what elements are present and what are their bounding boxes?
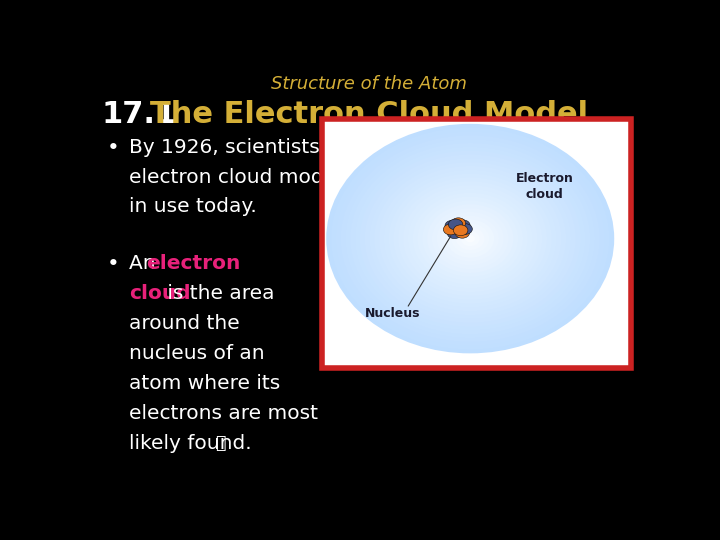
Ellipse shape <box>379 166 562 311</box>
Ellipse shape <box>364 154 576 323</box>
Circle shape <box>456 220 470 231</box>
Circle shape <box>444 224 458 235</box>
Ellipse shape <box>441 215 499 261</box>
Ellipse shape <box>403 185 537 292</box>
Ellipse shape <box>326 124 614 353</box>
Ellipse shape <box>384 170 557 307</box>
Text: •: • <box>107 138 120 158</box>
Circle shape <box>449 219 463 230</box>
Ellipse shape <box>413 193 528 285</box>
Text: electron cloud model of the atom that is: electron cloud model of the atom that is <box>129 167 536 186</box>
Ellipse shape <box>374 162 566 315</box>
Ellipse shape <box>346 139 595 338</box>
Text: Structure of the Atom: Structure of the Atom <box>271 75 467 93</box>
Ellipse shape <box>432 208 508 269</box>
Circle shape <box>458 224 472 234</box>
Ellipse shape <box>427 204 513 273</box>
Ellipse shape <box>360 151 580 327</box>
Text: cloud: cloud <box>129 284 191 303</box>
Ellipse shape <box>355 147 585 330</box>
Ellipse shape <box>369 158 571 319</box>
Circle shape <box>447 228 462 239</box>
Ellipse shape <box>341 136 600 342</box>
Text: The Electron Cloud Model: The Electron Cloud Model <box>150 100 588 129</box>
Ellipse shape <box>389 173 552 303</box>
Ellipse shape <box>461 231 480 246</box>
Ellipse shape <box>408 189 533 288</box>
Text: 🔈: 🔈 <box>215 434 226 451</box>
Text: An: An <box>129 254 162 273</box>
Text: •: • <box>107 254 120 274</box>
Text: likely found.: likely found. <box>129 434 252 453</box>
Text: By 1926, scientists had developed the: By 1926, scientists had developed the <box>129 138 516 157</box>
Text: 17.1: 17.1 <box>101 100 176 129</box>
Circle shape <box>445 220 459 231</box>
Text: in use today.: in use today. <box>129 198 257 217</box>
Circle shape <box>454 225 468 235</box>
Ellipse shape <box>418 197 523 281</box>
Circle shape <box>455 227 469 238</box>
Ellipse shape <box>436 212 504 265</box>
Ellipse shape <box>465 235 475 242</box>
Ellipse shape <box>336 132 605 346</box>
FancyBboxPatch shape <box>322 119 631 368</box>
Text: Electron
cloud: Electron cloud <box>516 172 574 201</box>
Text: is the area: is the area <box>161 284 275 303</box>
Ellipse shape <box>350 143 590 334</box>
Text: Nucleus: Nucleus <box>365 307 420 320</box>
Ellipse shape <box>456 227 485 250</box>
Text: atom where its: atom where its <box>129 374 280 393</box>
Ellipse shape <box>393 178 547 300</box>
Circle shape <box>451 218 466 228</box>
Text: electron: electron <box>146 254 240 273</box>
Ellipse shape <box>398 181 542 296</box>
Text: around the: around the <box>129 314 240 333</box>
FancyBboxPatch shape <box>325 122 627 366</box>
Circle shape <box>451 223 465 234</box>
Text: nucleus of an: nucleus of an <box>129 344 265 363</box>
Ellipse shape <box>422 200 518 277</box>
Text: electrons are most: electrons are most <box>129 404 318 423</box>
Ellipse shape <box>451 224 490 254</box>
Ellipse shape <box>331 127 609 349</box>
Ellipse shape <box>446 219 494 258</box>
